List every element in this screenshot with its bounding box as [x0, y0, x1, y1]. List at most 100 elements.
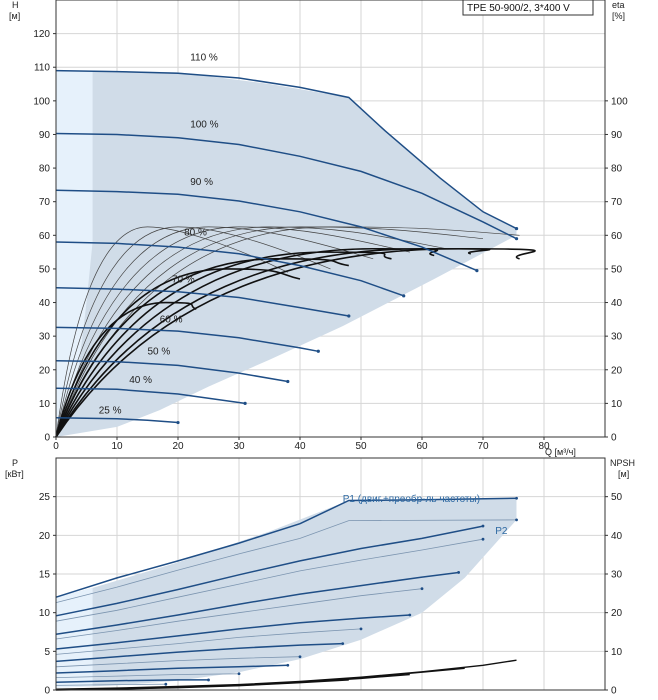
efficiency-curve — [55, 226, 331, 438]
p1-label: P1 (двиг.+преобр-ль частоты) — [343, 493, 480, 505]
x-tick-label: 80 — [538, 441, 550, 452]
power-curve-end-marker — [408, 613, 412, 617]
pump-curve — [55, 241, 404, 297]
power-range-left-area — [56, 587, 93, 688]
speed-label: 80 % — [184, 227, 207, 238]
pump-curve — [55, 286, 349, 317]
power-curve-end-marker — [515, 518, 518, 522]
power-curve-end-marker — [515, 496, 518, 500]
y2-tick-label: 40 — [611, 531, 623, 542]
efficiency-curve — [55, 226, 288, 438]
efficiency-curve — [55, 251, 392, 438]
power-curve — [55, 664, 288, 674]
power-curve — [55, 642, 343, 663]
y-tick-label: 70 — [39, 197, 51, 208]
x-tick-label: 20 — [172, 441, 184, 452]
efficiency-curve — [55, 226, 374, 438]
y2-tick-label: 90 — [611, 130, 623, 141]
y-axis-label: H — [12, 0, 19, 10]
pump-curve — [55, 326, 319, 353]
power-curve-end-marker — [341, 642, 345, 645]
power-curve-end-marker — [298, 655, 302, 659]
y-tick-label: 25 — [39, 492, 51, 503]
speed-label: 40 % — [129, 375, 152, 386]
power-curve — [55, 614, 410, 650]
y-tick-label: 40 — [39, 298, 51, 309]
x-tick-label: 40 — [294, 441, 306, 452]
efficiency-curve — [55, 226, 410, 438]
chart-title: TPE 50-900/2, 3*400 V — [467, 3, 570, 14]
efficiency-curve — [55, 247, 439, 438]
pump-curve-end-marker — [347, 314, 351, 318]
power-curve-end-marker — [237, 672, 241, 676]
power-curve-end-marker — [164, 682, 168, 686]
pump-curve — [55, 417, 179, 424]
npsh-axis-unit: [м] — [618, 469, 629, 479]
speed-label: 90 % — [190, 177, 213, 188]
npsh-curve — [55, 679, 349, 691]
y-tick-label: 80 — [39, 164, 51, 175]
power-curve — [55, 673, 240, 678]
speed-label: 60 % — [160, 315, 183, 326]
pump-curve-end-marker — [514, 237, 519, 241]
pump-curve-end-marker — [286, 379, 290, 384]
y-tick-label: 20 — [39, 531, 51, 542]
speed-label: 110 % — [190, 53, 218, 64]
y-tick-label: 10 — [39, 399, 51, 410]
power-curve-end-marker — [207, 678, 210, 682]
power-curve — [55, 628, 362, 655]
y2-tick-label: 30 — [611, 332, 623, 343]
y-tick-label: 30 — [39, 332, 51, 343]
pump-curve-end-marker — [475, 269, 479, 273]
y2-axis-unit: [%] — [612, 11, 625, 21]
speed-label: 25 % — [99, 405, 122, 416]
power-range-area — [56, 498, 517, 688]
efficiency-curve — [55, 247, 536, 438]
pump-curve — [55, 132, 517, 240]
y2-tick-label: 60 — [611, 231, 623, 242]
power-curve — [55, 571, 459, 636]
y-tick-label: 120 — [33, 29, 50, 40]
x-tick-label: 60 — [416, 441, 428, 452]
power-curve-end-marker — [481, 524, 485, 528]
y-tick-label: 10 — [39, 608, 51, 619]
title-box: TPE 50-900/2, 3*400 V — [462, 0, 594, 16]
x-tick-label: 70 — [477, 441, 489, 452]
x-axis-label: Q [м³/ч] — [545, 447, 576, 457]
power-curve — [55, 656, 301, 668]
y2-tick-label: 30 — [611, 570, 623, 581]
y2-tick-label: 50 — [611, 492, 623, 503]
qh-chart: 110 % 100 % 90 % 80 % 70 % 60 % 50 % 40 % 25 % 0 1… — [9, 0, 628, 457]
pump-curve-end-marker — [176, 420, 180, 425]
power-curve — [55, 538, 484, 622]
y2-tick-label: 70 — [611, 197, 623, 208]
y-tick-label: 100 — [33, 96, 50, 107]
y-tick-label: 110 — [34, 63, 50, 74]
y2-tick-label: 40 — [611, 298, 623, 309]
power-curve-end-marker — [420, 587, 424, 591]
p2-label: P2 — [495, 526, 508, 537]
power-y-axis-unit: [кВт] — [5, 469, 24, 479]
y2-tick-label: 10 — [611, 399, 623, 410]
speed-label: 70 % — [172, 274, 195, 285]
power-curve — [55, 588, 423, 640]
x-tick-label: 50 — [355, 441, 367, 452]
power-curve — [55, 679, 209, 684]
pump-curve — [55, 359, 288, 383]
speed-label: 100 % — [190, 120, 218, 131]
y2-tick-label: 10 — [611, 647, 623, 658]
power-curve — [55, 525, 484, 617]
x-tick-label: 30 — [233, 441, 245, 452]
pump-curve — [55, 189, 478, 272]
plot-frame — [55, 0, 606, 438]
y2-tick-label: 80 — [611, 164, 623, 175]
power-curve — [55, 497, 517, 598]
power-curve-end-marker — [457, 571, 460, 574]
power-curve-end-marker — [286, 663, 290, 667]
pump-curve — [55, 387, 246, 405]
power-curve-end-marker — [481, 537, 485, 541]
efficiency-curve — [55, 301, 197, 438]
pump-curve-end-marker — [514, 226, 519, 231]
y2-tick-label: 20 — [611, 365, 623, 376]
